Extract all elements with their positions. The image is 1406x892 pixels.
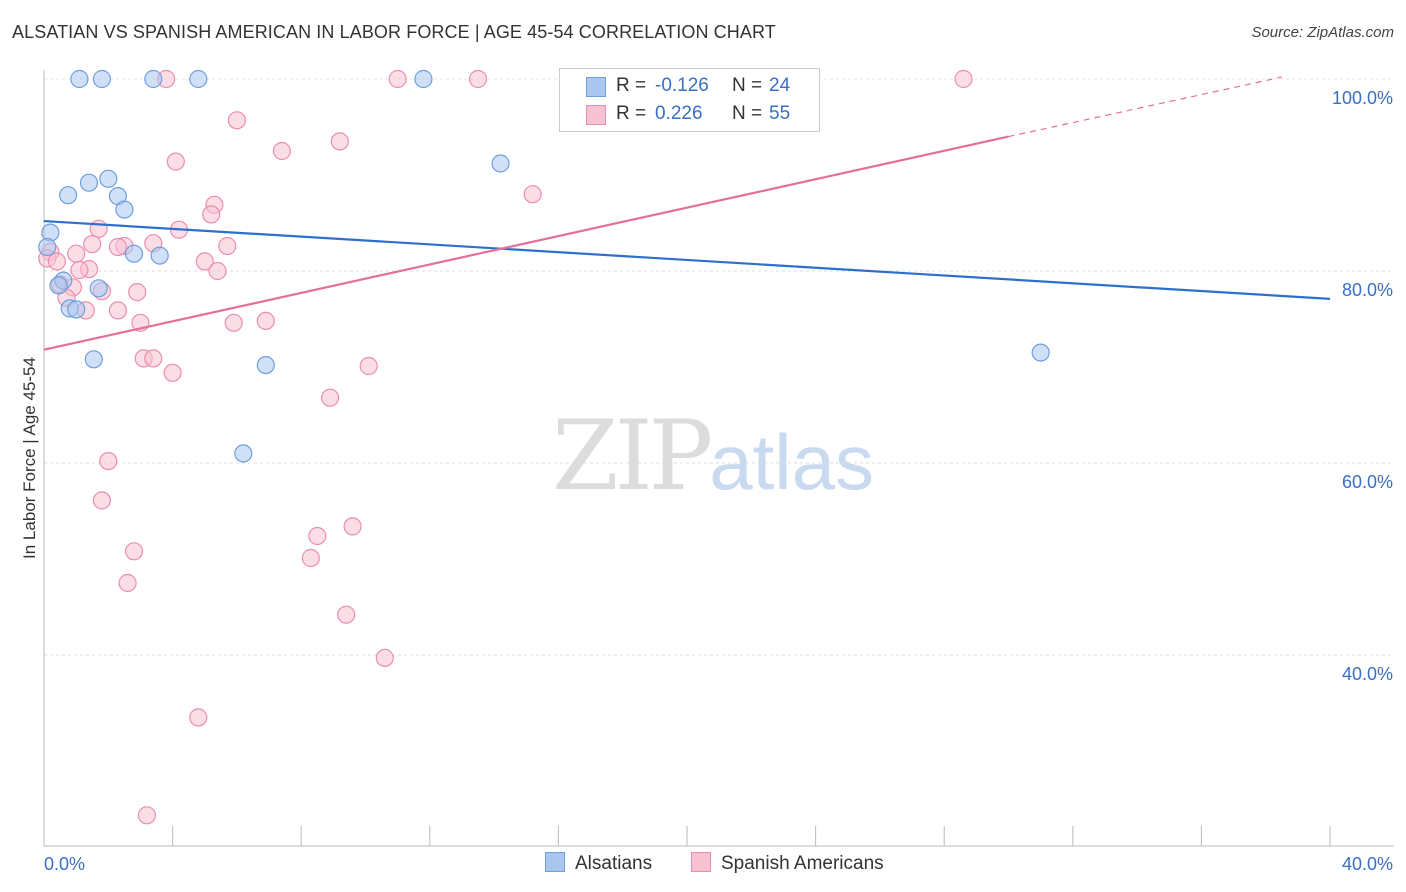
alsatians-point [92, 69, 112, 89]
alsatians-legend-label: Alsatians [575, 853, 653, 874]
watermark: ZIPatlas [552, 400, 874, 512]
alsatians-point [150, 246, 169, 265]
spanish-americans-point [308, 526, 327, 546]
legend-r-label: R = [616, 103, 647, 124]
spanish-americans-point [337, 605, 356, 624]
spanish-americans-point [137, 806, 156, 825]
spanish-americans-point [954, 69, 973, 89]
correlation-legend: R = -0.126 N = 24 R = 0.226 N = 55 [559, 68, 820, 132]
legend-n-value: 24 [769, 75, 791, 96]
alsatians-point [58, 186, 78, 205]
spanish-americans-point [343, 517, 362, 536]
y-axis-ticks: 40.0% 60.0% 80.0% 100.0% [1332, 88, 1393, 684]
spanish-americans-point [89, 219, 108, 238]
alsatians-point [256, 356, 275, 375]
spanish-americans-point [128, 283, 147, 302]
spanish-americans-point [108, 237, 128, 257]
spanish-americans-point [202, 205, 221, 224]
legend-r-label: R = [616, 75, 647, 96]
y-tick-label: 80.0% [1342, 280, 1393, 300]
legend-r-value: -0.126 [655, 75, 709, 96]
y-tick-label: 60.0% [1342, 472, 1393, 492]
spanish-americans-points [38, 69, 973, 825]
spanish-americans-point [375, 648, 394, 668]
alsatians-point [124, 244, 144, 263]
source-credit: Source: ZipAtlas.com [1251, 24, 1394, 41]
alsatians-point [1031, 343, 1050, 362]
watermark-zip: ZIP [552, 400, 713, 512]
grid-lines [44, 78, 1394, 656]
legend-row-spanish-americans: R = 0.226 N = 55 [560, 101, 819, 129]
spanish-americans-point [224, 313, 243, 332]
y-axis-label: In Labor Force | Age 45-54 [20, 357, 39, 559]
alsatians-point [67, 300, 86, 319]
alsatians-swatch [586, 77, 606, 97]
spanish-americans-point [321, 388, 340, 407]
y-tick-label: 40.0% [1342, 664, 1393, 684]
alsatians-legend-swatch [545, 852, 565, 872]
spanish-americans-point [108, 301, 128, 320]
trend-lines [43, 76, 1331, 351]
spanish-americans-point [118, 573, 137, 593]
watermark-atlas: atlas [709, 418, 874, 506]
spanish-americans-point [195, 252, 214, 271]
spanish-americans-point [208, 261, 227, 281]
spanish-americans-point [256, 311, 275, 330]
alsatians-point [79, 173, 99, 192]
alsatians-points [38, 69, 1050, 463]
alsatians-point [144, 69, 163, 89]
spanish-americans-point [92, 491, 112, 510]
bottom-legend-spanish-americans[interactable]: Spanish Americans [691, 852, 884, 875]
spanish-americans-swatch [586, 105, 606, 125]
alsatians-point [99, 169, 118, 188]
legend-row-alsatians: R = -0.126 N = 24 [560, 73, 819, 101]
spanish-americans-point [301, 548, 320, 568]
spanish-americans-point [47, 252, 67, 271]
x-tick-label-max: 40.0% [1342, 854, 1393, 874]
x-axis-ticks [172, 826, 1331, 846]
legend-n-label: N = [732, 103, 763, 124]
spanish-americans-legend-swatch [691, 852, 711, 872]
legend-n-label: N = [732, 75, 763, 96]
legend-r-value: 0.226 [655, 103, 703, 124]
alsatians-point [234, 444, 253, 463]
spanish-americans-point [70, 260, 89, 280]
spanish-americans-point [227, 111, 246, 130]
spanish-americans-trend-extension [1008, 76, 1282, 138]
legend-n-value: 55 [769, 103, 791, 124]
chart-title: ALSATIAN VS SPANISH AMERICAN IN LABOR FO… [12, 22, 776, 42]
spanish-americans-point [218, 236, 237, 256]
spanish-americans-point [523, 185, 542, 204]
spanish-americans-legend-label: Spanish Americans [721, 853, 884, 874]
bottom-legend-alsatians[interactable]: Alsatians [545, 852, 652, 875]
spanish-americans-point [166, 152, 185, 171]
spanish-americans-point [359, 356, 378, 376]
alsatians-point [491, 154, 510, 173]
axes [43, 70, 1394, 847]
spanish-americans-point [124, 542, 144, 561]
spanish-americans-point [272, 141, 291, 161]
alsatians-point [70, 69, 89, 89]
y-tick-label: 100.0% [1332, 88, 1393, 108]
alsatians-point [38, 237, 57, 257]
spanish-americans-point [189, 708, 208, 727]
spanish-americans-point [330, 132, 349, 151]
spanish-americans-point [468, 69, 488, 89]
x-tick-label-min: 0.0% [44, 854, 85, 874]
spanish-americans-point [163, 363, 182, 382]
alsatians-point [84, 350, 103, 369]
spanish-americans-point [67, 244, 86, 263]
spanish-americans-trend-line [43, 135, 1009, 351]
alsatians-point [115, 200, 134, 219]
alsatians-point [89, 279, 108, 298]
spanish-americans-point [99, 452, 118, 471]
spanish-americans-point [388, 69, 407, 89]
spanish-americans-point [144, 349, 163, 368]
alsatians-point [414, 69, 433, 89]
alsatians-point [49, 276, 68, 295]
spanish-americans-point [83, 235, 102, 254]
alsatians-trend-line [43, 219, 1331, 300]
alsatians-point [189, 69, 208, 89]
